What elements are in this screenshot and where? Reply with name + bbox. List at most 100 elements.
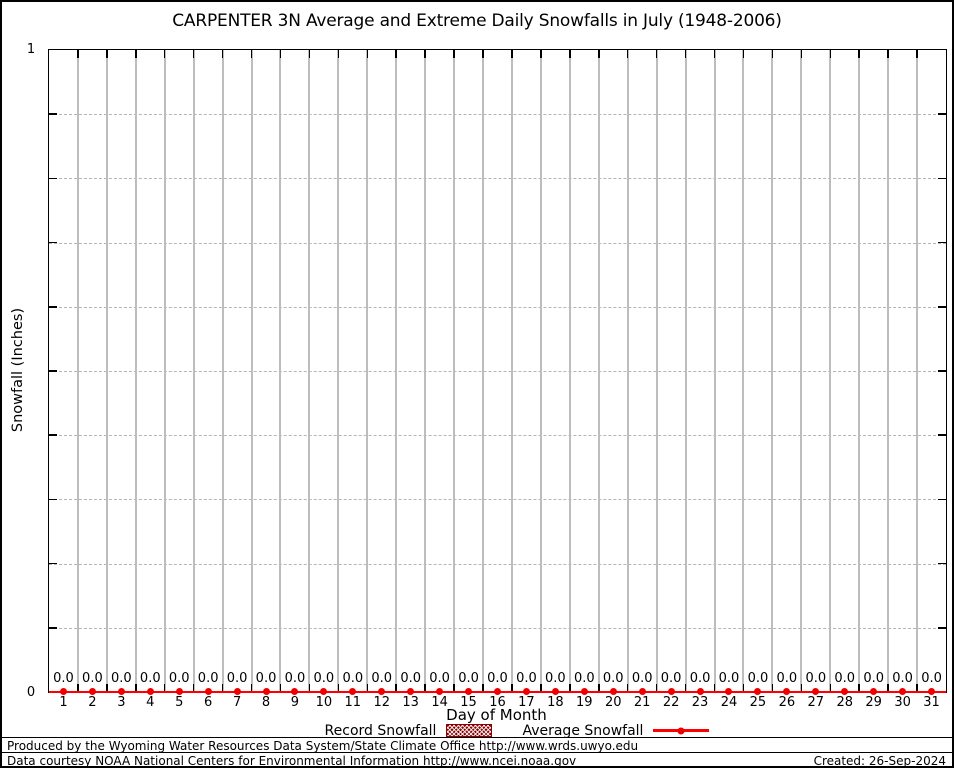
plot-area: 0.0 1 0.0 2 0.0 3 0.0 4 0.0 5 0.0 6 0.0 7 0.0 8 0.0 9 0.0 1… xyxy=(48,49,947,710)
x-tick-mark-top xyxy=(916,50,918,58)
average-snowfall-point xyxy=(841,688,849,695)
x-tick-label: 19 xyxy=(576,695,593,710)
x-tick-mark-top xyxy=(626,50,629,58)
x-tick-mark-bottom xyxy=(395,684,397,692)
x-tick-mark-top xyxy=(221,50,224,58)
x-tick-mark-bottom xyxy=(106,684,108,692)
footer-data-courtesy: Data courtesy NOAA National Centers for … xyxy=(7,754,577,768)
x-tick-mark-bottom xyxy=(800,684,803,692)
footer-produced-by: Produced by the Wyoming Water Resources … xyxy=(7,739,639,753)
vertical-gridline xyxy=(771,50,774,692)
x-tick-label: 26 xyxy=(778,695,796,710)
x-tick-mark-top xyxy=(308,50,311,58)
x-tick-mark-bottom xyxy=(366,684,369,692)
x-tick-mark-top xyxy=(482,50,484,58)
x-tick-mark-top xyxy=(250,50,253,58)
average-snowfall-point xyxy=(59,688,67,695)
x-tick-mark-top xyxy=(366,50,369,58)
average-snowfall-point xyxy=(204,688,212,695)
y-tick-mark-left xyxy=(49,370,57,372)
y-tick-mark-left xyxy=(49,306,57,308)
point-value-label: 0.0 xyxy=(342,671,364,686)
horizontal-gridline xyxy=(49,178,946,180)
x-tick-label: 2 xyxy=(88,695,97,710)
average-snowfall-point xyxy=(551,688,559,695)
chart-title: CARPENTER 3N Average and Extreme Daily S… xyxy=(172,11,782,31)
x-tick-mark-bottom xyxy=(916,684,918,692)
point-value-label: 0.0 xyxy=(863,671,884,686)
x-tick-label: 29 xyxy=(865,695,882,710)
vertical-gridline xyxy=(337,50,340,692)
vertical-gridline xyxy=(800,50,803,692)
x-tick-mark-top xyxy=(163,50,166,58)
average-snowfall-point xyxy=(609,688,617,695)
x-tick-mark-top xyxy=(569,50,571,58)
x-tick-mark-top xyxy=(887,50,889,58)
vertical-gridline xyxy=(453,50,456,692)
x-tick-label: 30 xyxy=(894,695,911,710)
average-snowfall-line-icon xyxy=(653,727,710,734)
average-snowfall-point xyxy=(522,688,530,695)
y-tick-mark-left xyxy=(49,562,57,565)
point-value-label: 0.0 xyxy=(139,671,161,686)
vertical-gridline xyxy=(163,50,166,692)
legend-item-record: Record Snowfall xyxy=(325,723,493,739)
vertical-gridline xyxy=(626,50,629,692)
point-value-label: 0.0 xyxy=(718,671,740,686)
point-value-label: 0.0 xyxy=(110,671,132,686)
x-tick-mark-top xyxy=(829,50,831,58)
average-snowfall-point xyxy=(407,688,415,695)
vertical-gridline xyxy=(482,50,485,692)
average-snowfall-point xyxy=(436,688,444,695)
x-tick-mark-bottom xyxy=(598,684,600,692)
y-tick-mark-left xyxy=(49,113,57,115)
point-value-label: 0.0 xyxy=(400,671,422,686)
x-tick-mark-bottom xyxy=(626,684,629,692)
x-tick-mark-bottom xyxy=(424,684,426,692)
average-snowfall-point xyxy=(638,688,646,695)
average-snowfall-point xyxy=(88,688,96,695)
x-tick-mark-top xyxy=(598,50,600,58)
point-value-label: 0.0 xyxy=(834,671,856,686)
vertical-gridline xyxy=(279,50,282,692)
x-tick-mark-top xyxy=(511,50,513,58)
y-tick-mark-right xyxy=(938,627,946,629)
x-tick-label: 5 xyxy=(175,695,184,710)
point-value-label: 0.0 xyxy=(313,671,335,686)
x-tick-label: 27 xyxy=(807,695,825,710)
average-snowfall-point xyxy=(494,688,501,695)
average-snowfall-point xyxy=(899,688,907,695)
record-snowfall-swatch-icon xyxy=(446,724,493,737)
x-tick-label: 8 xyxy=(261,695,271,710)
average-snowfall-point xyxy=(262,688,270,695)
point-value-label: 0.0 xyxy=(226,671,248,686)
average-snowfall-point xyxy=(175,688,183,695)
x-tick-mark-bottom xyxy=(453,684,455,692)
average-snowfall-point xyxy=(783,688,791,695)
vertical-gridline xyxy=(887,50,890,692)
y-tick-mark-left xyxy=(49,498,57,501)
x-tick-mark-bottom xyxy=(77,684,79,692)
vertical-gridline xyxy=(655,50,658,692)
average-snowfall-point xyxy=(928,688,936,695)
vertical-gridline xyxy=(510,50,513,692)
vertical-gridline xyxy=(395,50,398,692)
x-tick-mark-bottom xyxy=(829,684,831,692)
x-tick-label: 17 xyxy=(518,695,535,710)
footer-divider-2 xyxy=(2,752,952,753)
point-value-label: 0.0 xyxy=(573,671,595,686)
point-value-label: 0.0 xyxy=(82,671,103,686)
x-tick-label: 15 xyxy=(460,695,477,710)
y-tick-mark-left xyxy=(49,434,57,436)
x-tick-mark-bottom xyxy=(163,684,166,692)
x-tick-label: 7 xyxy=(232,695,242,710)
point-value-label: 0.0 xyxy=(805,671,827,686)
vertical-gridline xyxy=(858,50,861,692)
footer-created-date: Created: 26-Sep-2024 xyxy=(813,754,946,768)
x-tick-label: 6 xyxy=(204,695,213,710)
y-tick-label-max: 1 xyxy=(26,42,36,57)
x-tick-label: 24 xyxy=(720,695,738,710)
average-snowfall-point xyxy=(349,688,357,695)
vertical-gridline xyxy=(742,50,745,692)
